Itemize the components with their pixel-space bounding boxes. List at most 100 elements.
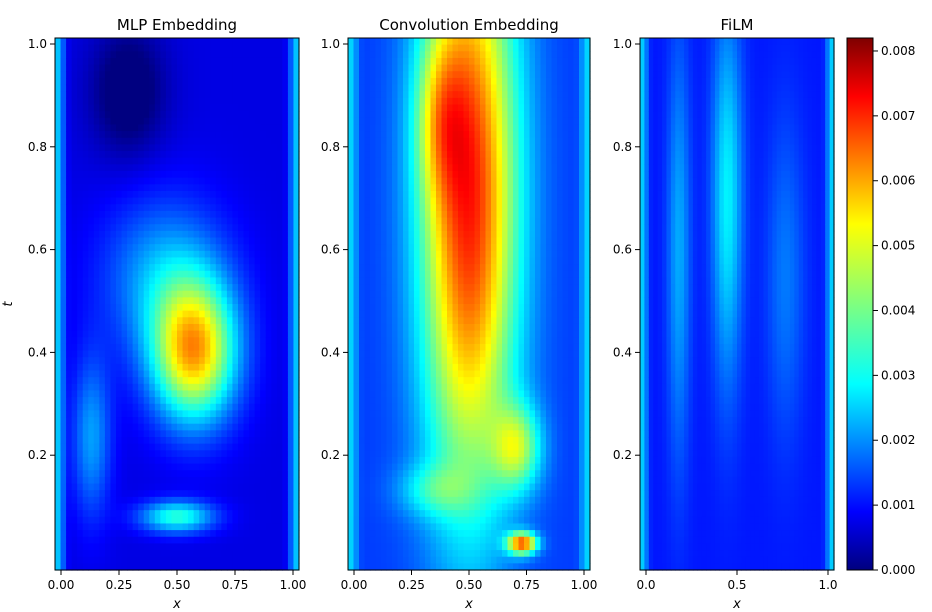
heat-cell xyxy=(188,44,195,52)
heat-cell xyxy=(188,490,195,498)
heat-cell xyxy=(165,104,173,112)
x-tick-label: 0.00 xyxy=(48,578,75,592)
heat-cell xyxy=(293,470,300,478)
heat-cell xyxy=(381,124,388,132)
heat-cell xyxy=(193,250,200,259)
heat-cell xyxy=(243,510,250,518)
heat-cell xyxy=(160,377,167,385)
heat-cell xyxy=(82,97,89,106)
heat-cell xyxy=(77,530,84,538)
heat-cell xyxy=(60,111,67,119)
heat-cell xyxy=(425,510,432,518)
heat-cell xyxy=(238,250,245,259)
heat-cell xyxy=(193,91,200,99)
heat-cell xyxy=(370,483,377,491)
heat-cell xyxy=(348,264,355,272)
heat-cell xyxy=(210,390,217,398)
heat-cell xyxy=(121,337,128,345)
heat-cell xyxy=(143,297,150,305)
heat-cell xyxy=(60,357,67,365)
heat-cell xyxy=(232,463,239,471)
heat-cell xyxy=(116,543,123,551)
heat-cell xyxy=(397,71,404,79)
heat-cell xyxy=(188,510,195,518)
heat-cell xyxy=(171,363,178,372)
heat-cell xyxy=(104,403,112,411)
heat-cell xyxy=(182,77,189,86)
heat-cell xyxy=(254,230,261,239)
heat-cell xyxy=(104,164,112,172)
heat-cell xyxy=(293,151,300,159)
heat-cell xyxy=(215,304,222,312)
heat-cell xyxy=(392,257,399,265)
heat-cell xyxy=(359,510,366,518)
heat-cell xyxy=(441,304,448,312)
heat-cell xyxy=(425,250,432,259)
heat-cell xyxy=(375,390,382,398)
heat-cell xyxy=(143,536,150,544)
heat-cell xyxy=(436,38,443,46)
heat-cell xyxy=(271,164,278,172)
heat-cell xyxy=(193,490,200,498)
heat-cell xyxy=(392,270,399,278)
heat-cell xyxy=(249,104,256,112)
heat-cell xyxy=(430,510,437,518)
heat-cell xyxy=(408,197,415,205)
heat-cell xyxy=(381,131,388,139)
heat-cell xyxy=(276,397,283,405)
heat-cell xyxy=(238,397,245,405)
heat-cell xyxy=(60,224,67,232)
heat-cell xyxy=(430,104,437,112)
heat-cell xyxy=(397,184,404,192)
heat-cell xyxy=(348,270,355,278)
heat-cell xyxy=(249,543,256,551)
heat-cell xyxy=(436,270,443,278)
heat-cell xyxy=(143,550,150,558)
heat-cell xyxy=(60,490,67,498)
heat-cell xyxy=(359,370,366,378)
heat-cell xyxy=(287,450,295,458)
heat-cell xyxy=(364,550,371,558)
heat-cell xyxy=(116,284,123,292)
heat-cell xyxy=(66,417,73,425)
heat-cell xyxy=(287,131,295,139)
heat-cell xyxy=(375,104,382,112)
heat-cell xyxy=(93,177,100,185)
heat-cell xyxy=(160,417,167,425)
heat-cell xyxy=(193,224,200,232)
heat-cell xyxy=(221,71,228,79)
heat-cell xyxy=(282,530,289,538)
heat-cell xyxy=(143,450,150,458)
heat-cell xyxy=(265,177,272,185)
heat-cell xyxy=(215,44,222,52)
heat-cell xyxy=(204,64,211,72)
heat-cell xyxy=(193,57,200,66)
heat-cell xyxy=(397,437,404,445)
heat-cell xyxy=(88,44,95,52)
heat-cell xyxy=(154,157,161,165)
heat-cell xyxy=(353,556,360,564)
heat-cell xyxy=(238,131,245,139)
heat-cell xyxy=(165,337,173,345)
heat-cell xyxy=(82,137,89,145)
heat-cell xyxy=(116,38,123,46)
heat-cell xyxy=(221,217,228,225)
heat-cell xyxy=(249,257,256,265)
heat-cell xyxy=(171,57,178,66)
heat-cell xyxy=(254,57,261,66)
heat-cell xyxy=(82,337,89,345)
heat-cell xyxy=(160,523,167,531)
heat-cell xyxy=(276,144,283,152)
heat-cell xyxy=(88,430,95,438)
heat-cell xyxy=(215,536,222,544)
heat-cell xyxy=(238,543,245,551)
heat-cell xyxy=(419,556,426,564)
heat-cell xyxy=(436,184,443,192)
heat-cell xyxy=(154,38,161,46)
heat-cell xyxy=(110,250,117,259)
heat-cell xyxy=(414,237,421,245)
heat-cell xyxy=(353,91,360,99)
heat-cell xyxy=(204,117,211,126)
heat-cell xyxy=(188,204,195,212)
heat-cell xyxy=(127,217,134,225)
